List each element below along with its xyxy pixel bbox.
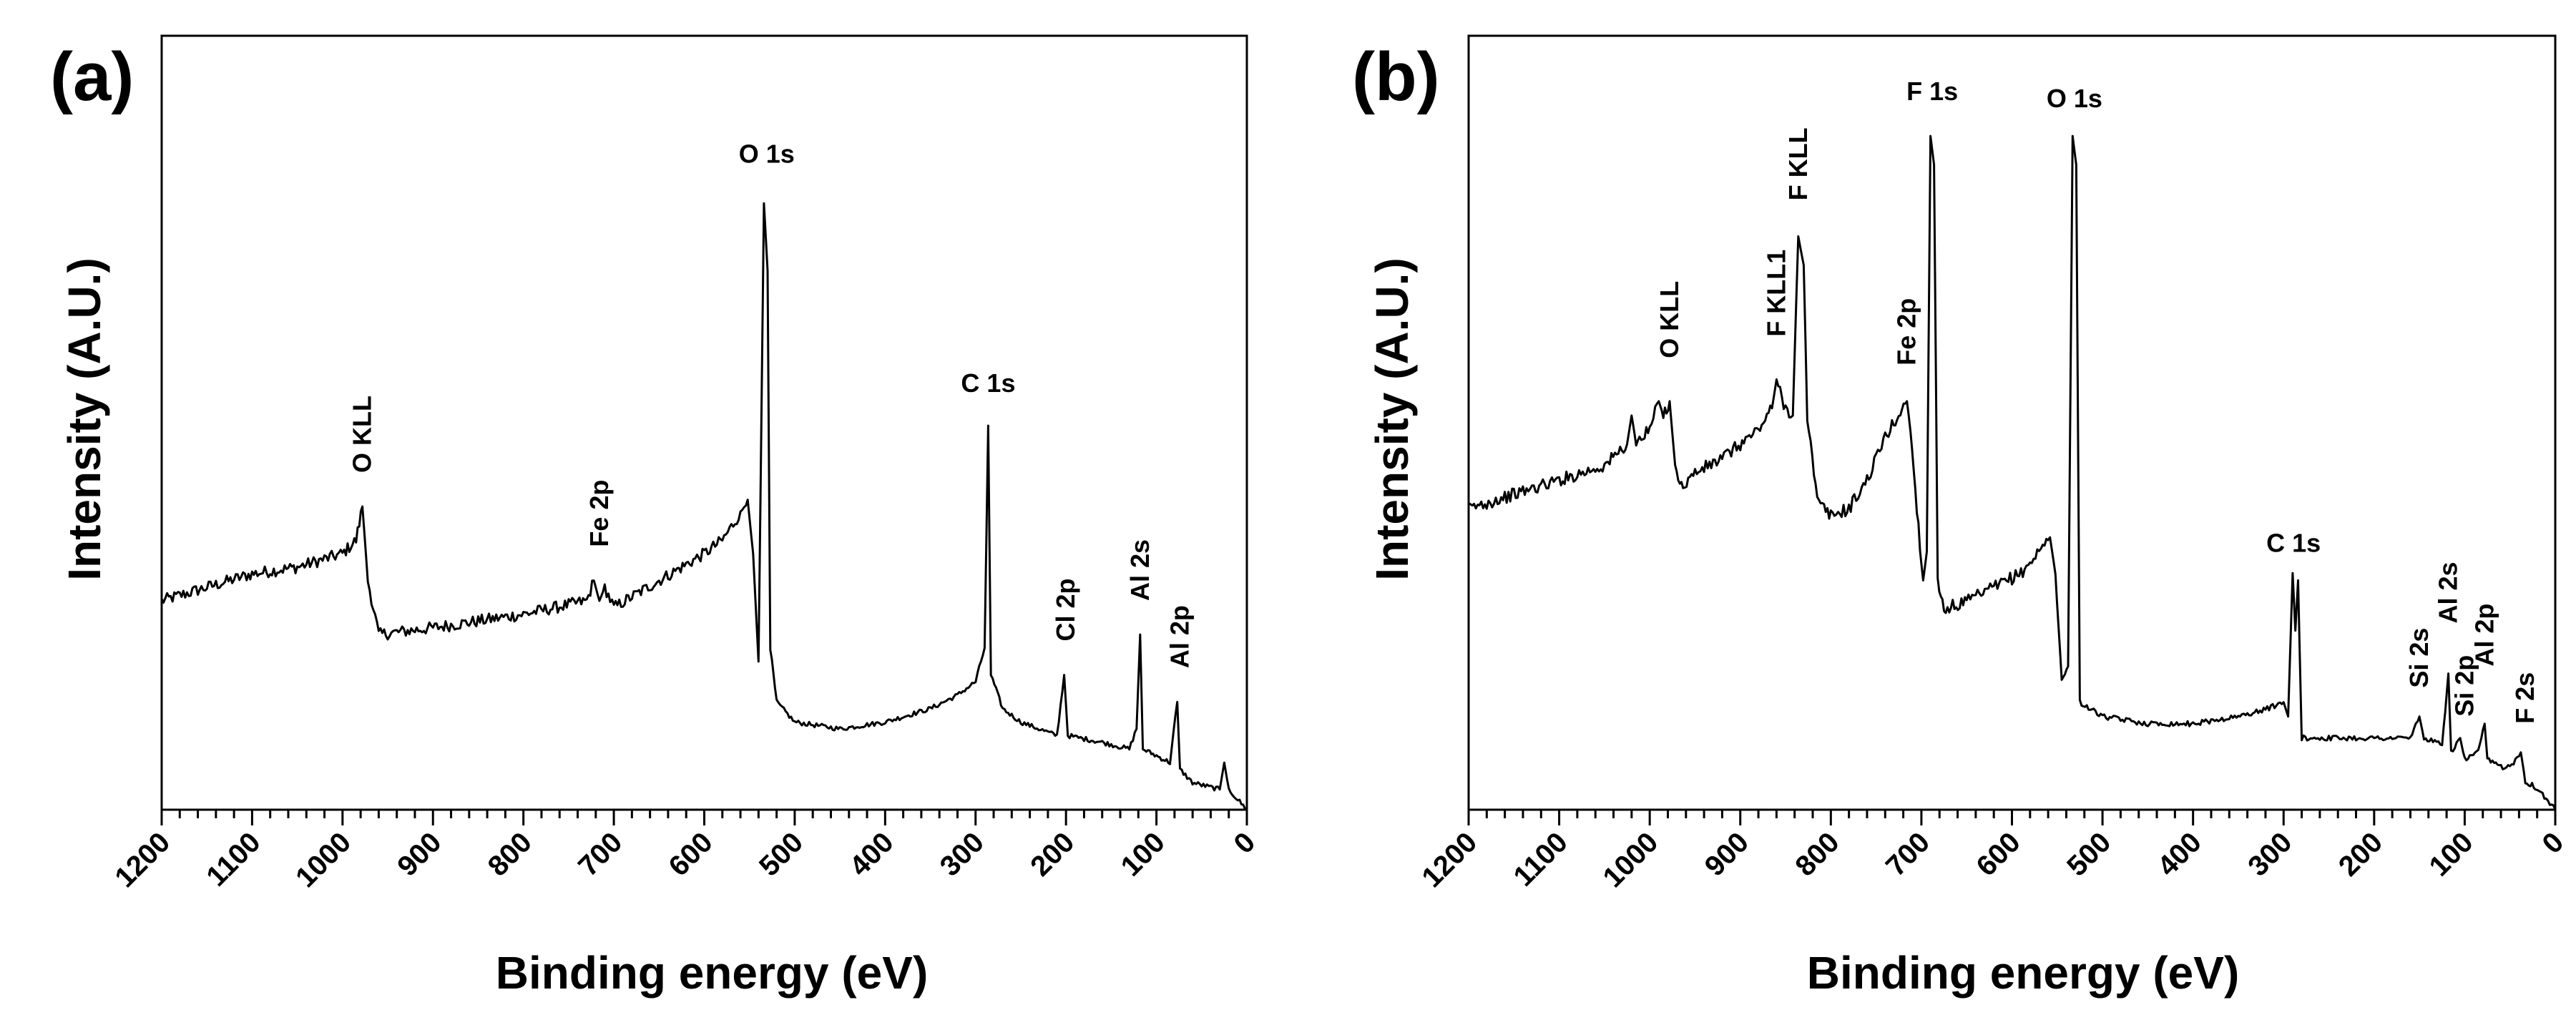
panel-b-peak-label-f-kll: F KLL [1783,127,1813,200]
panel-a-y-axis-title: Intensity (A.U.) [59,258,110,581]
panel-b-peak-label-si-2s: Si 2s [2404,628,2434,688]
x-tick-label-1200: 1200 [1416,826,1483,893]
panel-a-peak-labels: O 1s C 1s O KLL Fe 2p Cl 2p Al 2s Al 2p [348,139,1195,669]
panel-a-plot-frame [160,34,1248,811]
panel-b-y-axis-title: Intensity (A.U.) [1366,258,1418,581]
panel-a: (a) Intensity (A.U.) Binding energy (eV)… [50,34,1261,999]
x-tick-label-500: 500 [2061,826,2117,882]
x-tick-label-0: 0 [2537,826,2570,860]
panel-a-peak-label-fe-2p: Fe 2p [584,480,614,547]
x-tick-label-800: 800 [482,826,538,882]
panel-b-peak-label-c-1s: C 1s [2266,528,2321,557]
panel-b-x-axis-title: Binding energy (eV) [1807,947,2240,999]
panel-b-peak-label-fe-2p: Fe 2p [1892,298,1921,366]
panel-a-label: (a) [50,39,134,115]
panel-b-peak-label-f-2s: F 2s [2510,672,2540,724]
x-tick-label-900: 900 [391,826,447,882]
x-tick-label-1000: 1000 [290,826,357,893]
x-tick-label-600: 600 [1971,826,2027,882]
x-tick-label-400: 400 [843,826,899,882]
panel-b-x-ticks [1467,810,2557,825]
x-tick-label-500: 500 [753,826,809,882]
x-tick-label-700: 700 [572,826,628,882]
panel-a-x-ticks [160,810,1248,825]
panel-b-peak-label-f-kll1: F KLL1 [1761,250,1791,337]
x-tick-label-800: 800 [1789,826,1845,882]
panel-a-peak-label-al-2p: Al 2p [1165,605,1194,668]
x-tick-label-1100: 1100 [200,826,266,892]
panel-b-plot-frame [1467,34,2557,811]
panel-a-x-axis-title: Binding energy (eV) [496,947,929,999]
x-tick-label-200: 200 [2333,826,2389,882]
panel-b-x-tick-labels: 1200 1100 1000 900 800 700 600 500 400 300 200 100 0 [1416,826,2570,893]
x-tick-label-700: 700 [1880,826,1936,882]
panel-b-peak-label-f-1s: F 1s [1906,77,1958,106]
x-tick-label-900: 900 [1699,826,1755,882]
x-tick-label-1100: 1100 [1507,826,1573,892]
x-tick-label-400: 400 [2152,826,2208,882]
x-tick-label-300: 300 [934,826,990,882]
x-tick-label-600: 600 [663,826,719,882]
panel-a-peak-label-c-1s: C 1s [961,368,1015,398]
panel-b-spectrum-line [1468,134,2557,810]
panel-b-label: (b) [1352,39,1440,115]
panel-a-spectrum-line [160,202,1248,811]
x-tick-label-0: 0 [1228,826,1262,860]
panel-a-peak-label-o-1s: O 1s [739,139,795,169]
x-tick-label-100: 100 [2423,826,2479,882]
panel-b-peak-label-o-1s: O 1s [2047,84,2102,113]
x-tick-label-300: 300 [2242,826,2298,882]
panel-a-peak-label-cl-2p: Cl 2p [1051,578,1080,641]
panel-b-peak-label-al-2s: Al 2s [2434,562,2463,623]
panel-a-peak-label-al-2s: Al 2s [1125,539,1155,601]
panel-b-peak-label-o-kll: O KLL [1655,281,1684,358]
panel-b-peak-label-al-2p: Al 2p [2469,604,2499,667]
panel-b-peak-label-si-2p: Si 2p [2449,655,2479,717]
x-tick-label-1200: 1200 [109,826,176,893]
panel-a-peak-label-o-kll: O KLL [348,396,377,473]
x-tick-label-100: 100 [1115,826,1171,882]
x-tick-label-1000: 1000 [1597,826,1664,893]
panel-b: (b) Intensity (A.U.) Binding energy (eV)… [1352,34,2570,999]
x-tick-label-200: 200 [1024,826,1080,882]
panel-a-x-tick-labels: 1200 1100 1000 900 800 700 600 500 400 300 200 100 0 [109,826,1261,893]
